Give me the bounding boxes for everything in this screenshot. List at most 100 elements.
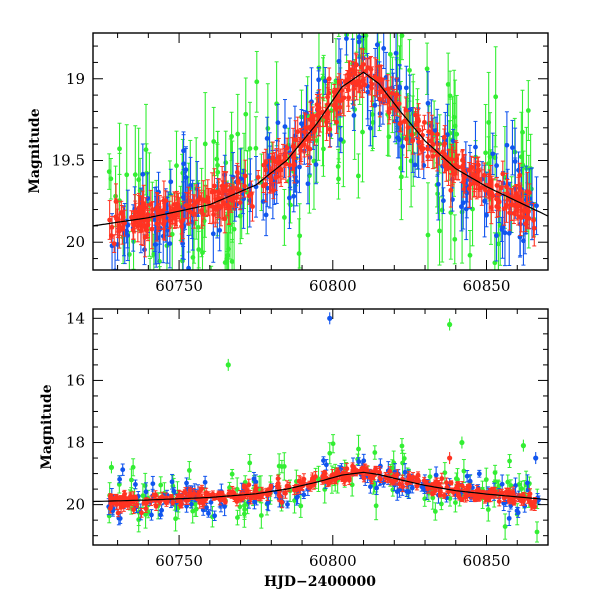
data-point [282, 124, 288, 130]
data-point [398, 120, 404, 126]
data-point [467, 478, 473, 484]
data-point [425, 100, 431, 106]
data-point [362, 19, 367, 24]
top-ylabel: Magnitude [27, 108, 43, 193]
data-point [377, 463, 383, 469]
data-point [355, 173, 361, 179]
data-point [106, 169, 112, 175]
data-point [518, 154, 524, 160]
data-point [179, 219, 185, 225]
data-point [507, 458, 512, 464]
data-point [486, 120, 492, 125]
data-point [112, 268, 118, 270]
data-point [452, 236, 458, 242]
data-point [164, 227, 170, 233]
data-point [184, 480, 189, 486]
data-point [180, 194, 186, 200]
data-point [275, 120, 281, 126]
data-point [200, 211, 206, 217]
data-point [210, 204, 216, 209]
data-point [360, 62, 366, 67]
data-point [494, 183, 500, 188]
data-point [291, 193, 297, 199]
top-xtick-label-60800: 60800 [309, 277, 357, 295]
data-point [167, 241, 173, 246]
data-point [516, 482, 522, 487]
data-point [132, 209, 138, 215]
bottom-panel: 60750 60800 60850 14 16 18 20 Magnitude … [39, 308, 549, 590]
data-point [410, 138, 416, 143]
data-point [208, 499, 214, 505]
data-point [143, 489, 149, 495]
data-point [287, 162, 293, 168]
data-point [483, 477, 489, 483]
data-point [505, 479, 511, 485]
data-point [448, 187, 454, 193]
data-point [168, 179, 174, 185]
data-point [140, 493, 146, 499]
data-point [158, 209, 163, 215]
data-point [137, 221, 143, 227]
data-point [229, 134, 234, 139]
data-point [241, 483, 247, 489]
data-point [453, 500, 458, 506]
data-point [293, 137, 299, 143]
data-point [273, 175, 279, 181]
data-point [299, 121, 304, 127]
data-point [173, 212, 179, 217]
data-point [534, 203, 539, 209]
data-point [314, 138, 320, 143]
data-point [500, 224, 505, 230]
data-point [307, 146, 313, 152]
data-point [305, 181, 311, 187]
top-series-red [107, 47, 537, 258]
data-point [316, 105, 322, 111]
data-point [131, 507, 137, 513]
data-point [235, 515, 240, 521]
data-point [169, 479, 175, 485]
data-point [226, 206, 232, 212]
data-point [234, 169, 240, 175]
data-point [377, 96, 383, 102]
data-point [276, 155, 282, 161]
data-point [365, 65, 371, 71]
data-point [183, 175, 189, 180]
data-point [397, 481, 403, 487]
data-point [481, 172, 487, 178]
data-point [489, 191, 495, 196]
data-point [360, 129, 365, 135]
data-point [451, 171, 457, 177]
data-point [235, 131, 241, 137]
data-point [476, 471, 482, 477]
data-point [369, 85, 374, 91]
data-point [120, 467, 126, 473]
data-point [433, 472, 439, 478]
data-point [500, 171, 506, 177]
data-point [338, 137, 344, 142]
data-point [510, 145, 515, 151]
data-point [442, 470, 448, 476]
data-point [517, 172, 523, 178]
data-point [416, 139, 422, 145]
data-point [466, 186, 472, 192]
data-point [243, 111, 249, 117]
data-point [237, 213, 243, 219]
data-point [508, 503, 514, 509]
data-point [202, 479, 208, 485]
data-point [209, 189, 215, 195]
data-point [387, 51, 393, 57]
data-point [217, 227, 223, 233]
data-point [204, 505, 209, 510]
data-point [107, 217, 113, 223]
data-point [206, 199, 211, 205]
data-point [479, 185, 485, 190]
data-point [200, 197, 206, 203]
data-point [186, 468, 192, 473]
data-point [117, 146, 122, 152]
data-point [331, 102, 337, 108]
data-point [502, 230, 508, 236]
data-point [446, 156, 452, 162]
data-point [305, 137, 310, 143]
data-point [363, 33, 369, 39]
data-point [397, 487, 402, 493]
